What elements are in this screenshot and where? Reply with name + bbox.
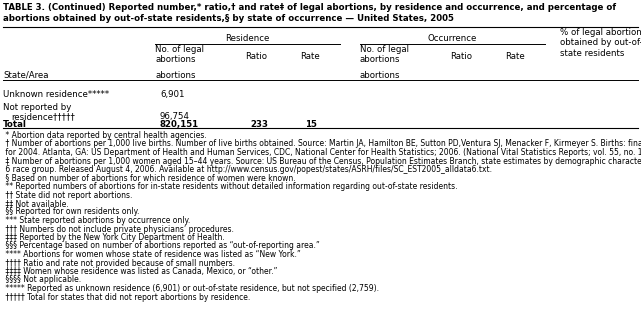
- Text: §§ Reported for own residents only.: §§ Reported for own residents only.: [3, 207, 139, 216]
- Text: 6 race group. Released August 4, 2006. Available at http://www.census.gov/popest: 6 race group. Released August 4, 2006. A…: [3, 165, 492, 174]
- Text: 96,754: 96,754: [160, 112, 190, 121]
- Text: 15: 15: [305, 120, 317, 129]
- Text: * Abortion data reported by central health agencies.: * Abortion data reported by central heal…: [3, 131, 207, 140]
- Text: Rate: Rate: [505, 52, 525, 61]
- Text: ‡‡ Not available.: ‡‡ Not available.: [3, 199, 69, 208]
- Text: ‡‡‡‡ Women whose residence was listed as Canada, Mexico, or “other.”: ‡‡‡‡ Women whose residence was listed as…: [3, 267, 278, 276]
- Text: Not reported by: Not reported by: [3, 103, 71, 112]
- Text: †† State did not report abortions.: †† State did not report abortions.: [3, 191, 133, 200]
- Text: 820,151: 820,151: [160, 120, 199, 129]
- Text: ** Reported numbers of abortions for in-state residents without detailed informa: ** Reported numbers of abortions for in-…: [3, 182, 458, 191]
- Text: Residence: Residence: [226, 34, 270, 43]
- Text: abortions: abortions: [360, 71, 401, 80]
- Text: abortions obtained by out-of-state residents,§ by state of occurrence — United S: abortions obtained by out-of-state resid…: [3, 14, 454, 23]
- Text: % of legal abortions
obtained by out-of-
state residents: % of legal abortions obtained by out-of-…: [560, 28, 641, 58]
- Text: ††† Numbers do not include private physicians’ procedures.: ††† Numbers do not include private physi…: [3, 224, 234, 234]
- Text: Unknown residence*****: Unknown residence*****: [3, 90, 109, 99]
- Text: †††† Ratio and rate not provided because of small numbers.: †††† Ratio and rate not provided because…: [3, 258, 235, 267]
- Text: No. of legal
abortions: No. of legal abortions: [155, 45, 204, 64]
- Text: for 2004. Atlanta, GA: US Department of Health and Human Services, CDC, National: for 2004. Atlanta, GA: US Department of …: [3, 148, 641, 157]
- Text: 6,901: 6,901: [160, 90, 185, 99]
- Text: Occurrence: Occurrence: [428, 34, 477, 43]
- Text: Rate: Rate: [300, 52, 320, 61]
- Text: residence†††††: residence†††††: [11, 112, 75, 121]
- Text: Total: Total: [3, 120, 27, 129]
- Text: **** Abortions for women whose state of residence was listed as “New York.”: **** Abortions for women whose state of …: [3, 250, 301, 259]
- Text: 233: 233: [250, 120, 268, 129]
- Text: § Based on number of abortions for which residence of women were known.: § Based on number of abortions for which…: [3, 173, 296, 182]
- Text: TABLE 3. (Continued) Reported number,* ratio,† and rate‡ of legal abortions, by : TABLE 3. (Continued) Reported number,* r…: [3, 3, 616, 12]
- Text: §§§§ Not applicable.: §§§§ Not applicable.: [3, 276, 81, 285]
- Text: State/Area: State/Area: [3, 71, 49, 80]
- Text: ‡ Number of abortions per 1,000 women aged 15–44 years. Source: US Bureau of the: ‡ Number of abortions per 1,000 women ag…: [3, 157, 641, 165]
- Text: Ratio: Ratio: [450, 52, 472, 61]
- Text: ***** Reported as unknown residence (6,901) or out-of-state residence, but not s: ***** Reported as unknown residence (6,9…: [3, 284, 379, 293]
- Text: Ratio: Ratio: [245, 52, 267, 61]
- Text: abortions: abortions: [155, 71, 196, 80]
- Text: ‡‡‡ Reported by the New York City Department of Health.: ‡‡‡ Reported by the New York City Depart…: [3, 233, 225, 242]
- Text: ††††† Total for states that did not report abortions by residence.: ††††† Total for states that did not repo…: [3, 293, 250, 301]
- Text: *** State reported abortions by occurrence only.: *** State reported abortions by occurren…: [3, 216, 190, 225]
- Text: † Number of abortions per 1,000 live births. Number of live births obtained. Sou: † Number of abortions per 1,000 live bir…: [3, 140, 641, 149]
- Text: §§§ Percentage based on number of abortions reported as “out-of-reporting area.”: §§§ Percentage based on number of aborti…: [3, 242, 320, 251]
- Text: No. of legal
abortions: No. of legal abortions: [360, 45, 409, 64]
